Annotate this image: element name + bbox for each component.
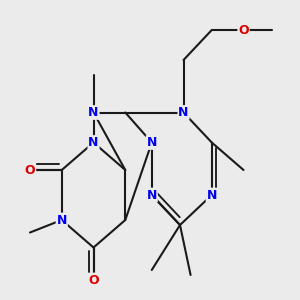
Text: N: N: [57, 214, 67, 226]
Text: N: N: [88, 106, 99, 119]
Text: O: O: [25, 164, 35, 176]
Text: N: N: [147, 136, 157, 149]
Text: N: N: [88, 136, 99, 149]
Text: O: O: [238, 23, 249, 37]
Text: N: N: [147, 188, 157, 202]
Text: O: O: [88, 274, 99, 286]
Text: N: N: [207, 188, 217, 202]
Text: N: N: [178, 106, 189, 119]
